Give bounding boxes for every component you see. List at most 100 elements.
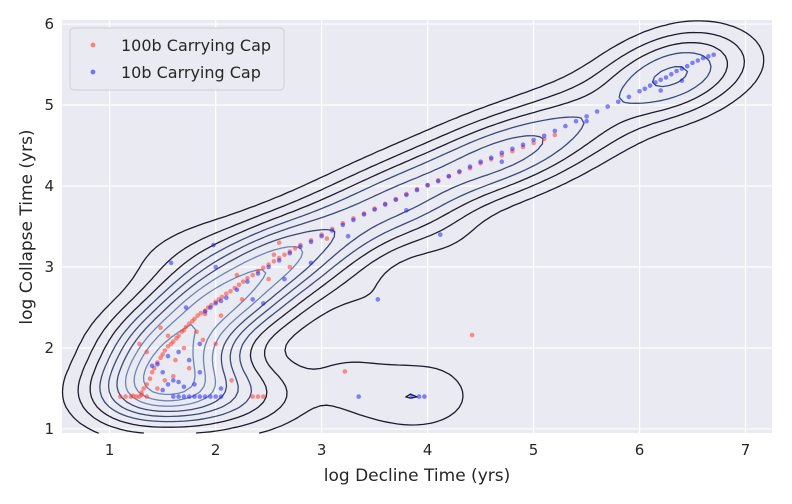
point-10b	[520, 142, 526, 147]
point-100b	[160, 352, 165, 357]
point-100b	[165, 344, 171, 349]
point-10b	[361, 212, 367, 217]
point-100b	[541, 136, 547, 142]
point-10b	[616, 99, 621, 105]
x-tick-label: 6	[635, 441, 645, 459]
point-10b	[208, 305, 213, 310]
point-100b	[200, 337, 206, 343]
point-10b	[446, 174, 452, 179]
point-100b	[171, 339, 176, 344]
point-10b	[176, 394, 181, 399]
point-10b	[218, 394, 224, 399]
point-100b	[176, 333, 181, 339]
x-tick-label: 2	[211, 441, 221, 459]
point-100b	[158, 325, 163, 331]
point-100b	[123, 394, 128, 399]
point-10b	[414, 187, 420, 193]
point-10b	[531, 137, 536, 143]
point-10b	[626, 94, 632, 100]
point-10b	[202, 309, 208, 314]
point-10b	[176, 379, 181, 385]
point-100b	[144, 382, 150, 387]
point-10b	[679, 66, 685, 71]
point-100b	[224, 291, 229, 297]
point-10b	[375, 297, 381, 302]
point-10b	[181, 394, 187, 399]
y-tick-label: 1	[44, 420, 54, 438]
point-10b	[653, 80, 658, 85]
point-100b	[186, 365, 192, 371]
x-tick-label: 5	[529, 441, 539, 459]
point-100b	[236, 282, 242, 288]
point-10b	[499, 150, 505, 156]
point-10b	[287, 250, 293, 256]
point-10b	[250, 297, 255, 302]
point-10b	[213, 264, 218, 270]
point-10b	[192, 394, 197, 399]
point-10b	[690, 60, 695, 66]
point-10b	[416, 394, 422, 399]
point-10b	[181, 384, 187, 390]
point-10b	[255, 271, 261, 276]
point-10b	[329, 228, 335, 233]
point-10b	[584, 114, 589, 119]
point-100b	[271, 259, 277, 264]
x-tick-label: 4	[423, 441, 433, 459]
density-contours	[61, 20, 765, 434]
point-10b	[573, 118, 579, 124]
point-10b	[637, 89, 642, 94]
series-10b-points	[149, 52, 716, 399]
point-10b	[372, 207, 377, 212]
point-10b	[605, 104, 610, 109]
point-100b	[266, 276, 271, 282]
x-tick-label: 3	[317, 441, 327, 459]
x-tick-label: 1	[105, 441, 115, 459]
point-100b	[181, 345, 187, 351]
point-10b	[409, 394, 415, 399]
point-100b	[162, 348, 168, 353]
point-100b	[194, 329, 199, 335]
point-10b	[435, 178, 441, 184]
contour-line	[124, 245, 304, 407]
point-10b	[165, 353, 171, 359]
point-100b	[162, 378, 168, 383]
point-10b	[700, 55, 706, 61]
point-10b	[218, 298, 224, 304]
point-100b	[234, 272, 240, 278]
point-10b	[393, 197, 399, 203]
point-10b	[510, 146, 515, 152]
legend: 100b Carrying Cap 10b Carrying Cap	[69, 27, 285, 91]
grid-lines	[62, 20, 772, 433]
contour-line	[116, 228, 336, 413]
point-10b	[308, 239, 314, 245]
point-100b	[213, 341, 218, 347]
point-100b	[292, 246, 298, 251]
point-10b	[541, 133, 547, 139]
point-100b	[469, 332, 475, 338]
point-10b	[345, 233, 351, 239]
contour-line	[89, 42, 729, 428]
point-100b	[144, 349, 150, 355]
point-10b	[186, 394, 192, 399]
point-100b	[250, 272, 255, 278]
point-10b	[658, 88, 663, 93]
legend-box	[69, 27, 285, 91]
point-10b	[382, 202, 388, 207]
point-10b	[261, 301, 266, 306]
point-10b	[467, 164, 473, 169]
contour-line	[61, 20, 765, 434]
point-10b	[711, 52, 716, 58]
contour-line	[107, 65, 689, 418]
point-10b	[438, 232, 443, 237]
y-tick-label: 6	[44, 15, 54, 33]
point-100b	[158, 355, 163, 361]
point-100b	[219, 294, 225, 300]
point-100b	[287, 264, 293, 270]
point-10b	[183, 305, 189, 310]
point-100b	[165, 333, 171, 339]
point-10b	[266, 264, 271, 270]
point-10b	[457, 169, 462, 174]
x-tick-labels: 1 2 3 4 5 6 7	[105, 441, 750, 459]
point-10b	[695, 58, 701, 63]
point-100b	[133, 394, 139, 399]
